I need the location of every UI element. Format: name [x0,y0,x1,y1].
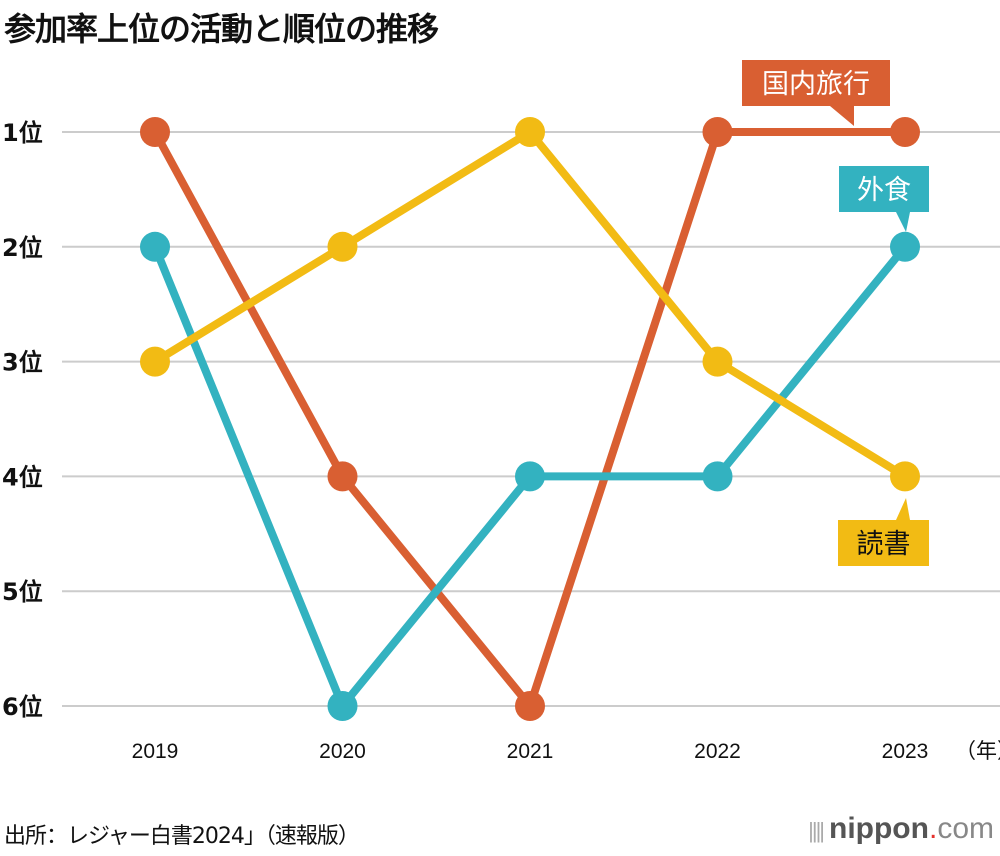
data-point [702,461,733,492]
x-tick-label: 2019 [132,740,179,763]
series-line [151,128,905,710]
data-point [515,117,545,147]
source-note: 出所：レジャー白書2024」（速報版） [4,824,360,849]
x-tick-label: 2021 [507,740,554,763]
data-point [327,691,358,721]
x-tick-label: 2020 [319,740,366,763]
series-label-pointer [896,212,910,232]
x-tick-label: 2023 [882,740,929,763]
data-point [702,346,733,377]
logo-bars-icon: |||| [808,818,825,843]
data-point [890,231,920,262]
data-point [140,231,170,262]
y-tick-label: 3位 [2,349,43,377]
series-label: 国内旅行 [762,69,870,100]
logo-dot: . [928,812,938,845]
y-tick-label: 6位 [2,693,43,721]
x-tick-label: 2022 [694,740,741,763]
y-tick-label: 5位 [2,578,43,606]
logo-suffix: com [937,812,994,845]
data-point [327,461,358,492]
series-label-box [742,60,890,106]
data-point [140,117,170,147]
series-label: 読書 [857,529,911,560]
line-chart: 1位 2位 3位 4位 5位 6位 2019 2020 2021 2022 2023 （年） 国内旅行外… [2,60,1000,763]
x-unit-label: （年） [955,739,1000,763]
data-point [890,117,920,147]
y-tick-label: 2位 [2,234,43,262]
data-point [515,461,545,492]
series-line [152,128,908,480]
series-label-pointer [830,106,854,126]
y-tick-label: 1位 [2,119,43,147]
chart-title: 参加率上位の活動と順位の推移 [4,10,439,48]
series-label-box [839,166,929,212]
series-label: 外食 [857,175,911,206]
data-point [327,231,358,262]
data-point [515,691,545,721]
nippon-logo: |||| nippon.com [808,812,994,846]
data-point [702,117,733,147]
data-point [890,461,920,492]
logo-main: nippon [829,812,929,845]
series-label-box [838,520,929,566]
series-label-pointer [896,498,910,520]
y-tick-label: 4位 [2,463,43,491]
data-point [140,346,170,377]
